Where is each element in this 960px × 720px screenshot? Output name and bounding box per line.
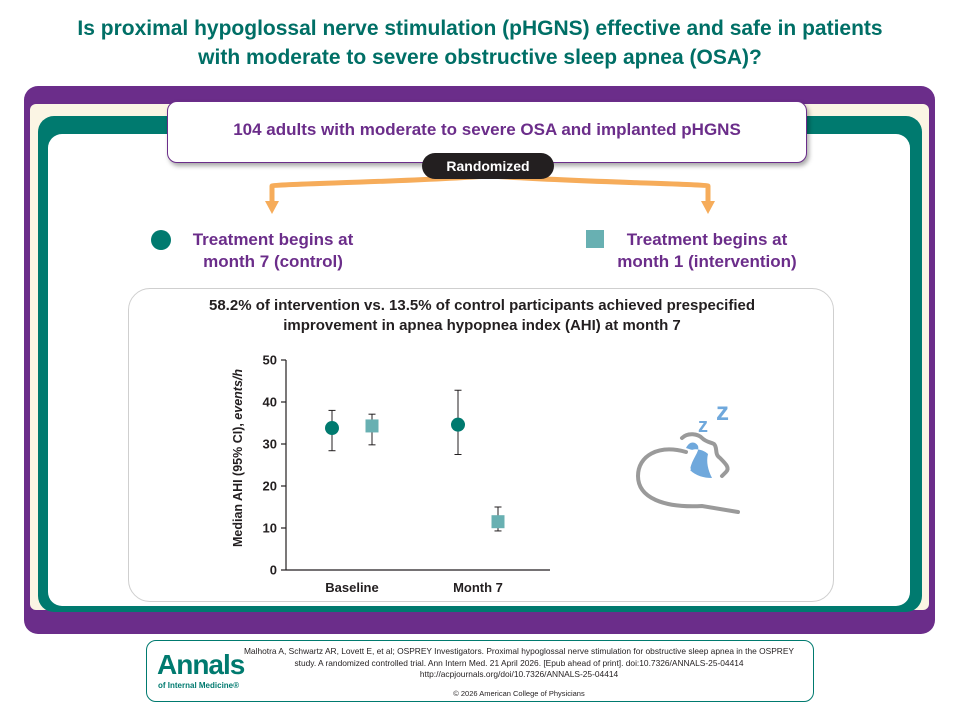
title-line-1: Is proximal hypoglossal nerve stimulatio… [77,17,883,40]
control-arm-line-1: Treatment begins at [192,230,354,249]
population-box [167,101,807,163]
title-line-2: with moderate to severe obstructive slee… [198,46,762,69]
population-text: 104 adults with moderate to severe OSA a… [233,120,741,139]
page-title: Is proximal hypoglossal nerve stimulatio… [40,14,920,72]
chart-plot-area: 0 10 20 30 40 50 Baseline Month 7 [263,353,550,595]
data-point-square [491,515,505,529]
y-tick-label: 10 [263,521,277,536]
intervention-arm-line-2: month 1 (intervention) [617,252,797,271]
y-tick-label: 50 [263,353,277,368]
control-arm-line-2: month 7 (control) [203,252,343,271]
intervention-arm-line-1: Treatment begins at [626,230,788,249]
y-tick-label: 20 [263,479,277,494]
y-tick-label: 0 [270,563,277,578]
result-line-2: improvement in apnea hypopnea index (AHI… [283,317,681,334]
y-axis-label-prefix: Median AHI (95% CI), [231,420,245,547]
data-point-circle [451,417,465,432]
control-arm-label: Treatment begins at month 7 (control) [178,229,368,273]
sleeping-head-icon: z z [635,398,740,514]
sleep-z-large: z [716,398,729,426]
data-point-circle [325,421,339,436]
arrowhead-intervention [701,201,715,214]
arrow-to-control [269,173,489,202]
result-line-1: 58.2% of intervention vs. 13.5% of contr… [209,297,755,314]
y-tick-label: 40 [263,395,277,410]
ahi-chart: 0 10 20 30 40 50 Baseline Month 7 Median AHI (9… [231,353,550,595]
randomized-badge: Randomized [422,153,554,179]
annals-logo: Annals [157,649,245,680]
arrowhead-control [265,201,279,214]
citation-line-3: http://acpjournals.org/doi/10.7326/ANNAL… [419,669,619,679]
x-tick-label: Month 7 [453,580,503,595]
result-text: 58.2% of intervention vs. 13.5% of contr… [170,296,794,336]
citation-line-1: Malhotra A, Schwartz AR, Lovett E, et al… [243,646,795,656]
arrow-to-intervention [491,173,711,202]
citation-text: Malhotra A, Schwartz AR, Lovett E, et al… [238,646,800,681]
sleep-z-small: z [698,415,708,437]
intervention-legend-square [586,230,604,248]
data-point-square [365,419,379,433]
intervention-arm-label: Treatment begins at month 1 (interventio… [604,229,810,273]
y-axis-label-unit: events/h [231,369,245,420]
citation-line-2: study. A randomized controlled trial. An… [294,657,744,668]
y-tick-label: 30 [263,437,277,452]
citation-box [146,640,814,702]
x-tick-label: Baseline [325,580,378,595]
control-legend-circle [151,230,171,250]
citation-copyright: © 2026 American College of Physicians [453,689,585,698]
y-axis-label: Median AHI (95% CI), events/h [231,369,245,547]
annals-logo-subtitle: of Internal Medicine® [158,681,240,690]
